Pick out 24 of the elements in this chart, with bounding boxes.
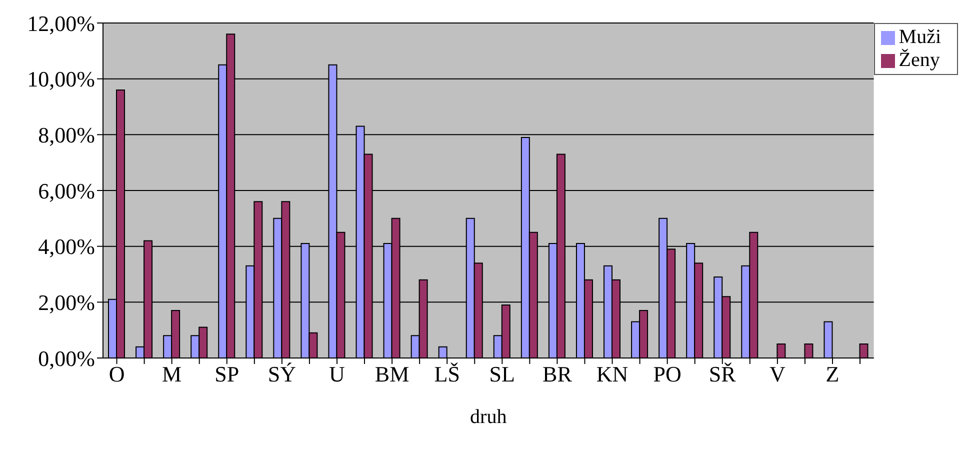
y-tick-label: 12,00% bbox=[27, 10, 95, 36]
y-tick-label: 6,00% bbox=[38, 178, 95, 204]
y-tick-label: 8,00% bbox=[38, 122, 95, 148]
x-tick-label: V bbox=[769, 362, 786, 387]
x-tick-label: O bbox=[108, 362, 125, 387]
x-tick-label: LŠ bbox=[434, 362, 460, 387]
x-tick-label: M bbox=[162, 362, 182, 387]
x-tick-label: U bbox=[329, 362, 346, 387]
x-tick-label: KN bbox=[596, 362, 628, 387]
y-tick-label: 2,00% bbox=[38, 290, 95, 315]
x-tick-label: BR bbox=[542, 362, 572, 387]
x-tick-label: Z bbox=[826, 362, 840, 387]
x-tick-label: SL bbox=[489, 362, 515, 387]
x-tick-label: SŘ bbox=[708, 362, 736, 387]
legend-label: Ženy bbox=[898, 49, 940, 71]
x-axis-title: druh bbox=[470, 406, 507, 428]
legend-label: Muži bbox=[898, 26, 941, 48]
x-tick-label: SP bbox=[214, 362, 240, 387]
y-tick-label: 10,00% bbox=[27, 66, 95, 92]
y-tick-label: 4,00% bbox=[38, 234, 95, 260]
x-tick-label: SÝ bbox=[268, 362, 296, 387]
x-tick-label: BM bbox=[374, 362, 410, 387]
y-tick-label: 0,00% bbox=[38, 346, 95, 371]
x-tick-label: PO bbox=[653, 362, 682, 387]
